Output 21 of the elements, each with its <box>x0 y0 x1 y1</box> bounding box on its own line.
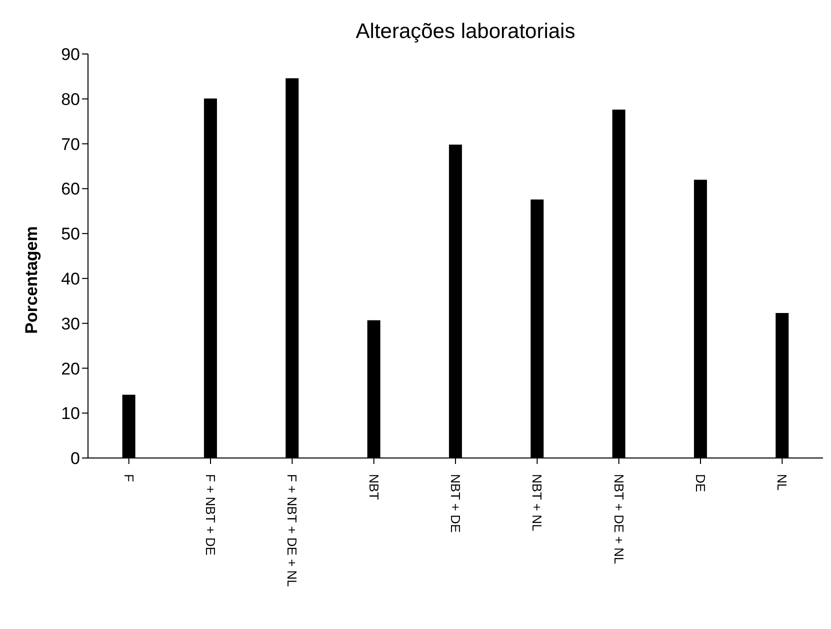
y-tick-label: 70 <box>61 134 80 154</box>
y-tick-label: 90 <box>61 45 80 64</box>
chart-title: Alterações laboratoriais <box>354 20 576 44</box>
x-tick-label: NL <box>774 474 790 491</box>
x-tick-label: F <box>121 474 136 482</box>
x-tick-label: F + NBT + DE + NL <box>284 474 300 587</box>
x-tick-label: F + NBT + DE <box>203 474 218 556</box>
y-tick-label: 20 <box>61 359 80 378</box>
x-tick-label: DE <box>693 474 708 492</box>
y-tick-label: 40 <box>61 269 80 288</box>
y-tick-label: 10 <box>61 404 80 424</box>
y-axis-title: Porcentagem <box>22 226 42 334</box>
x-tick-label: NBT + NL <box>530 474 545 532</box>
x-tick-label: NBT <box>366 474 382 500</box>
y-tick-label: 60 <box>61 180 80 199</box>
y-tick-label: 30 <box>61 314 80 334</box>
y-tick-label: 50 <box>61 224 80 244</box>
y-tick-label: 80 <box>61 90 80 109</box>
y-tick-label: 0 <box>70 449 80 468</box>
x-tick-label: NBT + DE <box>448 474 463 533</box>
x-tick-label: NBT + DE + NL <box>611 474 626 564</box>
